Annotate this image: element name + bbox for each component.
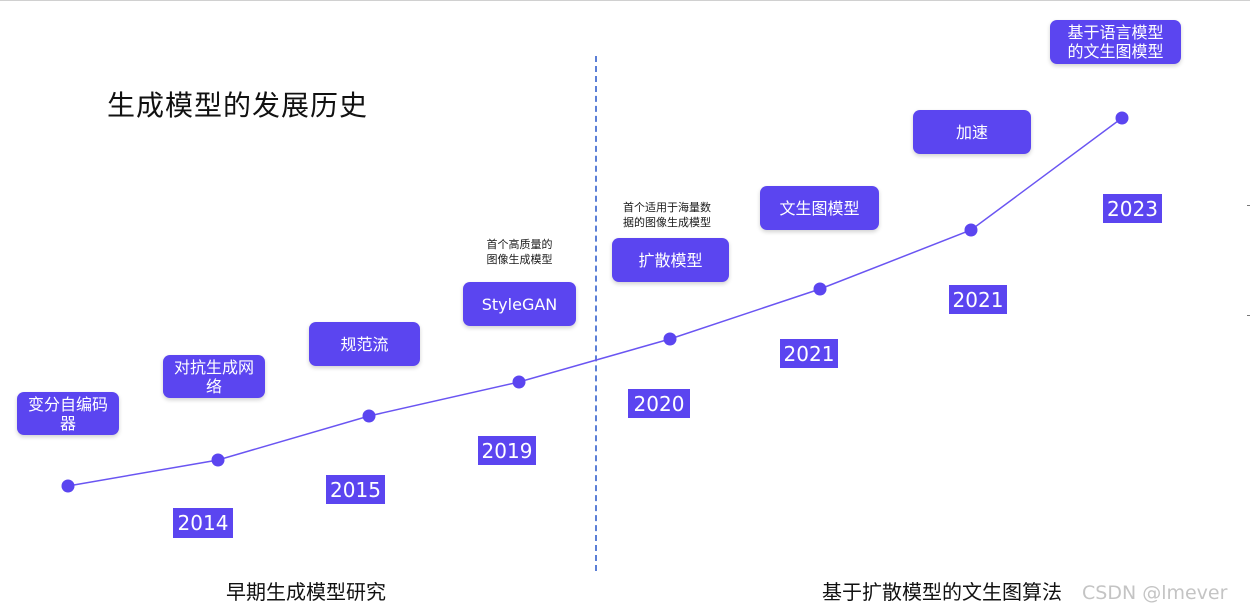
milestone-box-gan: 对抗生成网络 bbox=[163, 355, 265, 398]
top-border bbox=[0, 0, 1250, 1]
note-diffusion: 首个适用于海量数 据的图像生成模型 bbox=[623, 201, 711, 229]
section-caption-right: 基于扩散模型的文生图算法 bbox=[822, 580, 1062, 604]
timeline-point bbox=[61, 479, 75, 493]
milestone-box-diffusion: 扩散模型 bbox=[612, 238, 729, 282]
timeline-point bbox=[512, 375, 526, 389]
milestone-box-vae: 变分自编码器 bbox=[17, 392, 119, 435]
year-label-diffusion: 2020 bbox=[628, 389, 690, 418]
timeline-point bbox=[964, 223, 978, 237]
timeline-point bbox=[813, 282, 827, 296]
year-label-stylegan: 2019 bbox=[478, 436, 536, 465]
watermark: CSDN @lmever bbox=[1082, 582, 1228, 604]
year-label-text2image: 2021 bbox=[780, 339, 838, 368]
year-label-acceleration: 2021 bbox=[949, 285, 1007, 314]
timeline-point bbox=[1115, 111, 1129, 125]
section-caption-left: 早期生成模型研究 bbox=[226, 580, 386, 604]
year-label-flow: 2015 bbox=[326, 475, 385, 504]
milestone-box-stylegan: StyleGAN bbox=[463, 282, 576, 326]
timeline-point bbox=[362, 409, 376, 423]
timeline-line bbox=[67, 117, 1123, 487]
edge-mark bbox=[1247, 205, 1250, 206]
edge-mark bbox=[1247, 315, 1250, 316]
year-label-vae: 2014 bbox=[173, 508, 233, 538]
year-label-language-model: 2023 bbox=[1103, 194, 1162, 223]
section-divider bbox=[595, 56, 597, 571]
page-title: 生成模型的发展历史 bbox=[107, 89, 369, 122]
timeline-point bbox=[211, 453, 225, 467]
milestone-box-language-model: 基于语言模型 的文生图模型 bbox=[1050, 20, 1181, 64]
milestone-box-flow: 规范流 bbox=[309, 322, 420, 366]
milestone-box-acceleration: 加速 bbox=[913, 110, 1031, 154]
note-stylegan: 首个高质量的 图像生成模型 bbox=[486, 238, 553, 266]
milestone-box-text2image: 文生图模型 bbox=[760, 186, 879, 230]
timeline-point bbox=[663, 332, 677, 346]
